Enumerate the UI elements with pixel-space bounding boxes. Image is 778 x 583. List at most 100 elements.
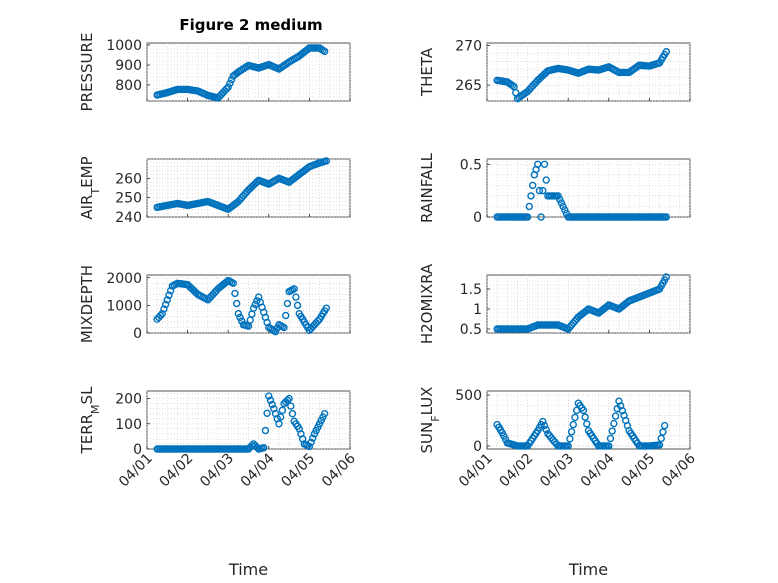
data-point — [236, 313, 244, 322]
axes-box — [146, 390, 351, 450]
y-axis-label: TERRMSL — [78, 386, 102, 455]
data-point — [163, 296, 172, 304]
data-point — [583, 420, 591, 428]
y-tick-label: 0 — [133, 442, 142, 458]
y-tick-label: 270 — [455, 38, 482, 54]
data-point — [525, 202, 533, 211]
data-point — [542, 425, 550, 434]
data-point — [231, 289, 239, 298]
data-point — [285, 394, 293, 403]
data-point — [554, 192, 562, 200]
data-point — [615, 397, 623, 405]
data-point — [266, 396, 275, 404]
data-point — [275, 420, 283, 428]
subplot-pressure: 800 900 1000 PRESSURE — [78, 33, 351, 112]
data-point — [608, 427, 616, 435]
data-point — [263, 409, 271, 417]
data-point — [564, 442, 572, 450]
data-point — [534, 160, 542, 168]
y-tick-label: 200 — [115, 392, 142, 408]
data-point — [260, 444, 268, 452]
data-point — [265, 392, 273, 400]
data-point — [540, 421, 549, 430]
data-point — [166, 286, 175, 295]
data-point — [610, 419, 618, 428]
data-point — [542, 176, 550, 184]
y-tick-label: 265 — [455, 78, 482, 94]
data-point — [662, 48, 671, 56]
data-point — [224, 83, 232, 91]
subplot-h2omixra: 0.5 1 1.5 H2OMIXRA — [418, 263, 691, 344]
data-point — [616, 402, 625, 410]
y-tick-label: 100 — [115, 417, 142, 433]
subplot-sun-flux: 0 500 04/01 04/02 04/03 04/04 04/05 04/06 SUNFLU… — [418, 387, 699, 491]
x-tick-label: 04/02 — [157, 451, 197, 491]
x-tick-label: 04/03 — [197, 451, 237, 491]
data-point — [579, 406, 588, 415]
data-point — [293, 301, 302, 310]
y-axis-label: MIXDEPTH — [78, 265, 96, 343]
data-point — [605, 442, 613, 450]
data-point — [282, 311, 290, 320]
data-point — [567, 428, 576, 436]
data-point — [618, 406, 627, 415]
data-point — [527, 192, 535, 200]
x-tick-label: 04/02 — [497, 451, 537, 491]
data-point — [322, 157, 331, 165]
x-tick-label: 04/04 — [238, 450, 278, 490]
data-point — [268, 400, 276, 409]
data-point — [561, 206, 569, 214]
data-point — [569, 420, 577, 429]
data-point — [309, 434, 317, 442]
y-tick-label: 0.5 — [460, 322, 482, 338]
y-tick-label: 800 — [115, 78, 142, 94]
data-point — [280, 323, 288, 332]
data-point — [307, 438, 315, 446]
data-point — [655, 441, 664, 449]
subplot-theta: 265 270 THETA — [418, 38, 691, 103]
y-tick-label: 260 — [115, 171, 142, 187]
x-tick-label: 04/04 — [578, 450, 618, 490]
y-tick-label: 0 — [473, 210, 482, 226]
y-axis-label: PRESSURE — [78, 33, 96, 112]
y-tick-label: 1000 — [106, 38, 142, 54]
data-point — [320, 409, 329, 418]
data-point — [261, 426, 270, 435]
y-tick-label: 500 — [455, 388, 482, 404]
data-point — [657, 434, 665, 443]
data-point — [583, 306, 591, 315]
figure-title: Figure 2 medium — [179, 16, 322, 34]
data-point — [540, 160, 549, 168]
data-point — [226, 79, 234, 88]
y-tick-label: 1 — [473, 302, 482, 318]
y-axis-label: H2OMIXRA — [418, 263, 436, 344]
data-point — [539, 417, 547, 426]
data-point — [305, 442, 314, 451]
data-point — [314, 317, 322, 325]
y-axis-label: AIRTEMP — [78, 156, 102, 219]
x-tick-label: 04/05 — [618, 451, 658, 491]
x-tick-label: 04/03 — [537, 451, 577, 491]
data-point — [288, 409, 297, 418]
data-point — [660, 421, 669, 430]
data-point — [160, 305, 168, 313]
data-point — [283, 299, 292, 308]
y-tick-label: 0.5 — [460, 157, 482, 173]
x-tick-label: 04/06 — [319, 450, 359, 490]
data-point — [539, 186, 547, 195]
data-point — [156, 311, 165, 320]
data-point — [535, 186, 544, 195]
x-tick-label: 04/05 — [278, 451, 318, 491]
y-tick-label: 250 — [115, 191, 142, 207]
data-point — [537, 213, 545, 221]
subplot-air-temp: 240 250 260 AIRTEMP — [78, 156, 351, 226]
data-point — [161, 300, 170, 309]
data-point — [566, 435, 574, 443]
data-point — [227, 75, 236, 84]
data-point — [322, 304, 331, 312]
x-axis-label: Time — [568, 560, 608, 579]
data-point — [611, 412, 620, 420]
data-point — [662, 273, 671, 281]
data-point — [253, 178, 261, 186]
